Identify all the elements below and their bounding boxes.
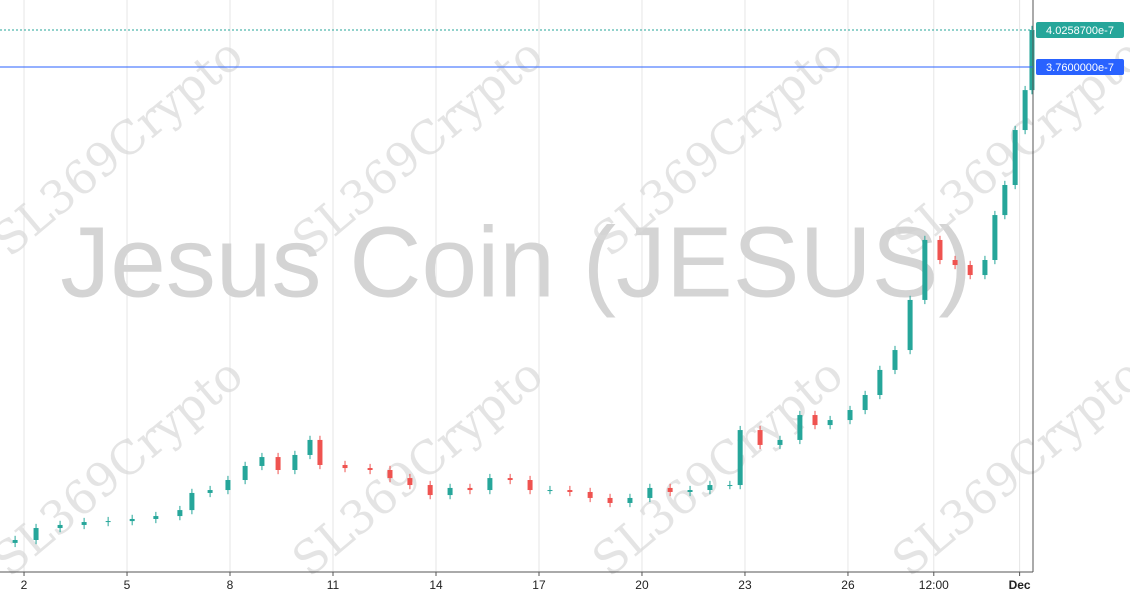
watermark: Jesus Coin (JESUS) xyxy=(60,206,971,318)
candle-body xyxy=(81,522,87,525)
candle-body xyxy=(707,485,713,491)
x-tick-label: 11 xyxy=(327,578,340,592)
candle-body xyxy=(757,430,763,445)
candle-body xyxy=(259,457,265,466)
candle-body xyxy=(33,528,39,540)
x-tick-label: 12:00 xyxy=(919,578,949,592)
candle-body xyxy=(687,490,693,492)
candle-body xyxy=(57,524,63,529)
candle-body xyxy=(307,439,313,455)
candle-body xyxy=(812,415,818,426)
candle-body xyxy=(507,478,513,481)
candle-body xyxy=(1012,130,1018,185)
candle-body xyxy=(427,485,433,496)
x-tick-label: 17 xyxy=(532,578,546,592)
candle-body xyxy=(982,260,988,276)
candle-body xyxy=(487,478,493,491)
candle-body xyxy=(907,299,913,351)
price-label-box xyxy=(1036,21,1124,38)
candle-body xyxy=(447,487,453,496)
x-tick-label: 26 xyxy=(841,578,855,592)
candle-body xyxy=(737,430,743,486)
price-label: 3.7600000e-7 xyxy=(1046,62,1114,74)
candle-body xyxy=(1029,29,1035,91)
axis: 2 5 8 11 14 17 20 23 26 12:00 Dec 4.0258700e-7 3.760… xyxy=(0,21,1124,592)
candle-body xyxy=(727,485,733,487)
x-tick-label: 2 xyxy=(21,578,28,592)
candle-body xyxy=(367,468,373,470)
x-tick-label: 20 xyxy=(635,578,649,592)
candle-body xyxy=(607,497,613,503)
candle-body xyxy=(647,487,653,498)
overlay-watermark: SL369Crypto xyxy=(582,347,853,587)
candle-body xyxy=(177,510,183,517)
candle-body xyxy=(862,394,868,411)
candle-body xyxy=(627,497,633,503)
x-tick-label: 8 xyxy=(227,578,234,592)
candle-body xyxy=(189,492,195,511)
candle-body xyxy=(387,469,393,479)
candle-body xyxy=(225,480,231,491)
candle-body xyxy=(827,420,833,426)
candle-body xyxy=(1022,90,1028,131)
candle-body xyxy=(317,439,323,465)
candle-body xyxy=(467,487,473,491)
x-tick-label: 23 xyxy=(738,578,752,592)
candle-body xyxy=(207,490,213,493)
candle-body xyxy=(797,415,803,440)
candle-body xyxy=(292,454,298,470)
candle-body xyxy=(407,478,413,486)
candle-body xyxy=(12,539,18,543)
candle-body xyxy=(667,487,673,492)
candle-body xyxy=(527,480,533,491)
overlay-watermark: SL369Crypto xyxy=(282,347,553,587)
overlay-watermark: SL369Crypto xyxy=(0,347,253,587)
grid xyxy=(23,0,1021,572)
candle-body xyxy=(129,518,135,522)
candle-body xyxy=(847,410,853,421)
candle-body xyxy=(342,464,348,469)
candle-body xyxy=(1002,184,1008,216)
candle-body xyxy=(105,521,111,523)
candle-body xyxy=(992,215,998,261)
x-tick-label: 5 xyxy=(124,578,131,592)
x-tick-label: 14 xyxy=(429,578,443,592)
candle-body xyxy=(777,439,783,445)
candle-body xyxy=(275,457,281,470)
candle-body xyxy=(242,465,248,481)
candles xyxy=(12,25,1035,548)
candle-body xyxy=(922,239,928,300)
candle-body xyxy=(547,490,553,492)
candle-body xyxy=(967,265,973,276)
candle-body xyxy=(892,350,898,370)
candle-body xyxy=(567,490,573,492)
overlay-watermark: SL369Crypto xyxy=(882,347,1130,587)
candle-body xyxy=(153,516,159,519)
price-label-box xyxy=(1036,58,1124,75)
price-label: 4.0258700e-7 xyxy=(1046,25,1114,37)
candle-body xyxy=(587,491,593,498)
candle-body xyxy=(952,260,958,266)
x-tick-label: Dec xyxy=(1009,578,1031,592)
candle-body xyxy=(877,369,883,395)
candle-body xyxy=(937,239,943,261)
